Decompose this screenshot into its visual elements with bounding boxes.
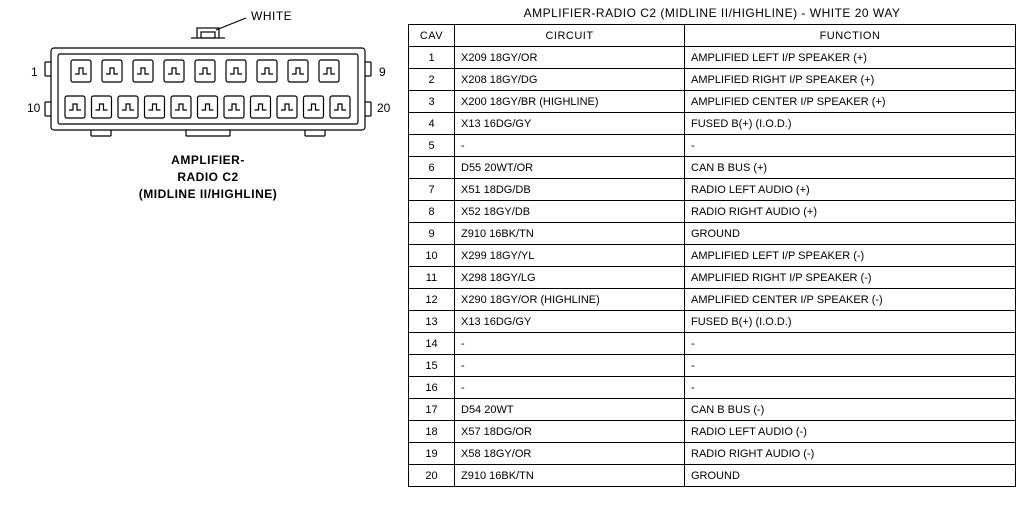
- cell-cav: 13: [409, 311, 455, 333]
- cell-cav: 17: [409, 399, 455, 421]
- cell-function: AMPLIFIED LEFT I/P SPEAKER (-): [685, 245, 1016, 267]
- table-row: 6D55 20WT/ORCAN B BUS (+): [409, 157, 1016, 179]
- cell-circuit: -: [455, 355, 685, 377]
- cell-cav: 2: [409, 69, 455, 91]
- table-row: 19X58 18GY/ORRADIO RIGHT AUDIO (-): [409, 443, 1016, 465]
- cell-function: FUSED B(+) (I.O.D.): [685, 113, 1016, 135]
- table-row: 15--: [409, 355, 1016, 377]
- cell-cav: 15: [409, 355, 455, 377]
- cell-cav: 7: [409, 179, 455, 201]
- cell-function: RADIO RIGHT AUDIO (+): [685, 201, 1016, 223]
- cell-cav: 6: [409, 157, 455, 179]
- cell-function: RADIO RIGHT AUDIO (-): [685, 443, 1016, 465]
- col-header-circuit: CIRCUIT: [455, 25, 685, 47]
- cell-function: AMPLIFIED CENTER I/P SPEAKER (+): [685, 91, 1016, 113]
- table-row: 7X51 18DG/DBRADIO LEFT AUDIO (+): [409, 179, 1016, 201]
- cell-function: AMPLIFIED RIGHT I/P SPEAKER (+): [685, 69, 1016, 91]
- cell-cav: 5: [409, 135, 455, 157]
- table-row: 4X13 16DG/GYFUSED B(+) (I.O.D.): [409, 113, 1016, 135]
- cell-function: GROUND: [685, 465, 1016, 487]
- cell-circuit: Z910 16BK/TN: [455, 465, 685, 487]
- table-row: 12X290 18GY/OR (HIGHLINE)AMPLIFIED CENTE…: [409, 289, 1016, 311]
- table-row: 3X200 18GY/BR (HIGHLINE)AMPLIFIED CENTER…: [409, 91, 1016, 113]
- cell-function: -: [685, 355, 1016, 377]
- col-header-cav: CAV: [409, 25, 455, 47]
- table-row: 14--: [409, 333, 1016, 355]
- cell-function: AMPLIFIED CENTER I/P SPEAKER (-): [685, 289, 1016, 311]
- pinout-table-title: AMPLIFIER-RADIO C2 (MIDLINE II/HIGHLINE)…: [408, 6, 1016, 20]
- table-header-row: CAV CIRCUIT FUNCTION: [409, 25, 1016, 47]
- pin-label-top-right: 9: [379, 65, 386, 79]
- cell-function: FUSED B(+) (I.O.D.): [685, 311, 1016, 333]
- cell-function: CAN B BUS (-): [685, 399, 1016, 421]
- cell-circuit: X298 18GY/LG: [455, 267, 685, 289]
- connector-callout-label: WHITE: [251, 10, 292, 23]
- table-row: 16--: [409, 377, 1016, 399]
- cell-cav: 1: [409, 47, 455, 69]
- cell-circuit: X13 16DG/GY: [455, 113, 685, 135]
- cell-circuit: X208 18GY/DG: [455, 69, 685, 91]
- cell-circuit: X200 18GY/BR (HIGHLINE): [455, 91, 685, 113]
- pin-label-bottom-left: 10: [27, 101, 41, 115]
- cell-function: RADIO LEFT AUDIO (+): [685, 179, 1016, 201]
- table-row: 13X13 16DG/GYFUSED B(+) (I.O.D.): [409, 311, 1016, 333]
- col-header-function: FUNCTION: [685, 25, 1016, 47]
- cell-circuit: X52 18GY/DB: [455, 201, 685, 223]
- table-row: 17D54 20WTCAN B BUS (-): [409, 399, 1016, 421]
- cell-cav: 18: [409, 421, 455, 443]
- cell-function: CAN B BUS (+): [685, 157, 1016, 179]
- cell-circuit: X51 18DG/DB: [455, 179, 685, 201]
- cell-circuit: X13 16DG/GY: [455, 311, 685, 333]
- cell-cav: 4: [409, 113, 455, 135]
- cell-function: AMPLIFIED LEFT I/P SPEAKER (+): [685, 47, 1016, 69]
- table-row: 18X57 18DG/ORRADIO LEFT AUDIO (-): [409, 421, 1016, 443]
- table-row: 1X209 18GY/ORAMPLIFIED LEFT I/P SPEAKER …: [409, 47, 1016, 69]
- cell-circuit: X299 18GY/YL: [455, 245, 685, 267]
- connector-diagram-panel: WHITE 1 9 10 20: [8, 6, 408, 513]
- cell-cav: 16: [409, 377, 455, 399]
- cell-function: -: [685, 333, 1016, 355]
- cell-cav: 19: [409, 443, 455, 465]
- cell-cav: 20: [409, 465, 455, 487]
- cell-cav: 14: [409, 333, 455, 355]
- cell-cav: 9: [409, 223, 455, 245]
- cell-circuit: X58 18GY/OR: [455, 443, 685, 465]
- cell-circuit: -: [455, 135, 685, 157]
- cell-function: AMPLIFIED RIGHT I/P SPEAKER (-): [685, 267, 1016, 289]
- table-row: 20Z910 16BK/TNGROUND: [409, 465, 1016, 487]
- connector-svg: WHITE 1 9 10 20: [21, 10, 395, 140]
- cell-cav: 8: [409, 201, 455, 223]
- cell-circuit: D54 20WT: [455, 399, 685, 421]
- table-row: 9Z910 16BK/TNGROUND: [409, 223, 1016, 245]
- cell-cav: 12: [409, 289, 455, 311]
- pinout-table: CAV CIRCUIT FUNCTION 1X209 18GY/ORAMPLIF…: [408, 24, 1016, 487]
- caption-line-1: AMPLIFIER-: [171, 153, 245, 167]
- cell-function: GROUND: [685, 223, 1016, 245]
- cell-function: -: [685, 135, 1016, 157]
- cell-circuit: D55 20WT/OR: [455, 157, 685, 179]
- table-row: 11X298 18GY/LGAMPLIFIED RIGHT I/P SPEAKE…: [409, 267, 1016, 289]
- cell-circuit: X290 18GY/OR (HIGHLINE): [455, 289, 685, 311]
- table-row: 2X208 18GY/DGAMPLIFIED RIGHT I/P SPEAKER…: [409, 69, 1016, 91]
- table-row: 10X299 18GY/YLAMPLIFIED LEFT I/P SPEAKER…: [409, 245, 1016, 267]
- caption-line-3: (MIDLINE II/HIGHLINE): [139, 187, 278, 201]
- pin-label-bottom-right: 20: [377, 101, 391, 115]
- cell-cav: 10: [409, 245, 455, 267]
- pinout-table-panel: AMPLIFIER-RADIO C2 (MIDLINE II/HIGHLINE)…: [408, 6, 1016, 513]
- cell-circuit: X57 18DG/OR: [455, 421, 685, 443]
- cell-cav: 11: [409, 267, 455, 289]
- cell-circuit: Z910 16BK/TN: [455, 223, 685, 245]
- connector-caption: AMPLIFIER- RADIO C2 (MIDLINE II/HIGHLINE…: [139, 152, 278, 202]
- caption-line-2: RADIO C2: [177, 170, 238, 184]
- table-row: 5--: [409, 135, 1016, 157]
- pin-label-top-left: 1: [31, 65, 38, 79]
- cell-cav: 3: [409, 91, 455, 113]
- cell-function: -: [685, 377, 1016, 399]
- table-row: 8X52 18GY/DBRADIO RIGHT AUDIO (+): [409, 201, 1016, 223]
- cell-circuit: -: [455, 377, 685, 399]
- cell-circuit: -: [455, 333, 685, 355]
- cell-function: RADIO LEFT AUDIO (-): [685, 421, 1016, 443]
- cell-circuit: X209 18GY/OR: [455, 47, 685, 69]
